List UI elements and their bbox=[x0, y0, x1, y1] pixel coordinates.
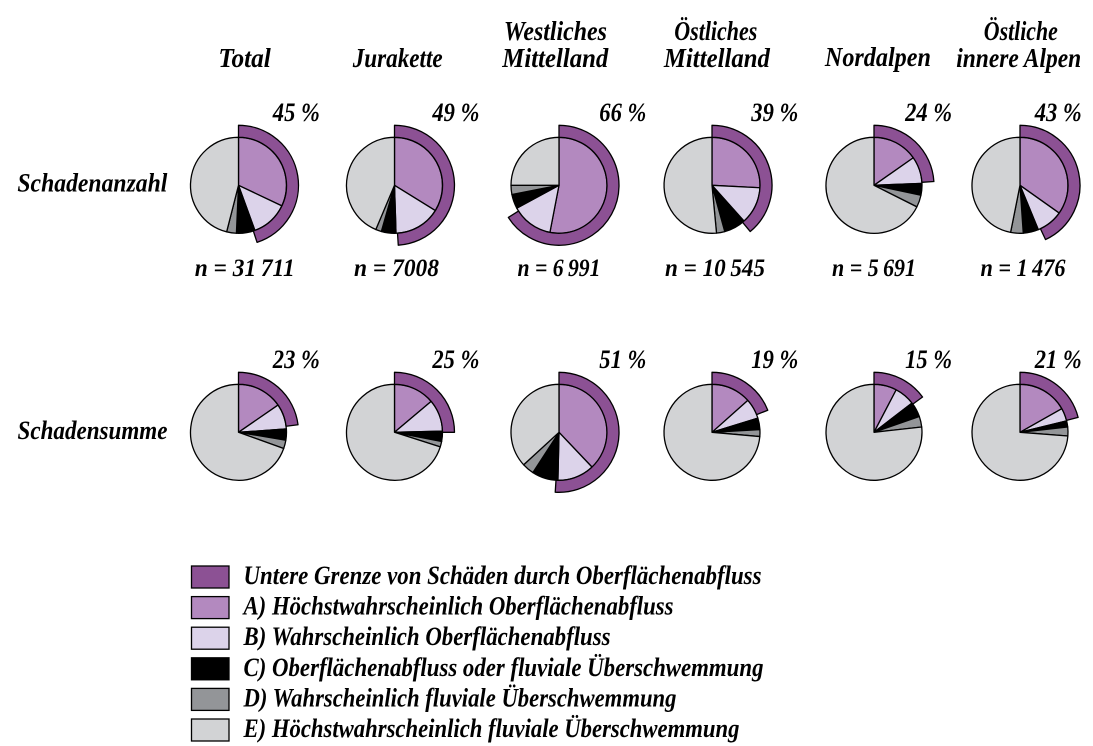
svg-text:23 %: 23 % bbox=[272, 345, 320, 374]
svg-text:49 %: 49 % bbox=[432, 98, 480, 127]
svg-text:21 %: 21 % bbox=[1034, 345, 1082, 374]
svg-text:Westliches: Westliches bbox=[504, 16, 607, 46]
svg-text:B) Wahrscheinlich Oberflächena: B) Wahrscheinlich Oberflächenabfluss bbox=[243, 622, 611, 651]
svg-text:n = 5 691: n = 5 691 bbox=[832, 255, 916, 282]
svg-text:Mittelland: Mittelland bbox=[501, 43, 608, 73]
svg-text:n = 7008: n = 7008 bbox=[354, 255, 439, 282]
svg-text:Total: Total bbox=[218, 43, 271, 73]
svg-text:n = 6 991: n = 6 991 bbox=[518, 255, 601, 282]
svg-text:Nordalpen: Nordalpen bbox=[824, 42, 931, 72]
svg-text:25 %: 25 % bbox=[432, 345, 480, 374]
svg-text:A) Höchstwahrscheinlich Oberfl: A) Höchstwahrscheinlich Oberflächenabflu… bbox=[242, 592, 674, 621]
svg-text:Mittelland: Mittelland bbox=[663, 43, 770, 73]
svg-text:n = 1 476: n = 1 476 bbox=[981, 255, 1066, 282]
svg-text:51 %: 51 % bbox=[599, 345, 646, 374]
svg-text:C) Oberflächenabfluss oder flu: C) Oberflächenabfluss oder fluviale Über… bbox=[244, 653, 764, 682]
svg-text:66 %: 66 % bbox=[599, 98, 646, 127]
svg-text:Schadensumme: Schadensumme bbox=[18, 416, 168, 445]
svg-text:19 %: 19 % bbox=[751, 345, 798, 374]
svg-text:E) Höchstwahrscheinlich fluvia: E) Höchstwahrscheinlich fluviale Übersch… bbox=[243, 714, 740, 743]
svg-text:45 %: 45 % bbox=[272, 98, 320, 127]
svg-text:43 %: 43 % bbox=[1034, 98, 1082, 127]
svg-text:n = 10 545: n = 10 545 bbox=[665, 255, 765, 282]
svg-text:innere Alpen: innere Alpen bbox=[956, 43, 1081, 73]
svg-text:D) Wahrscheinlich fluviale Übe: D) Wahrscheinlich fluviale Überschwemmun… bbox=[243, 683, 677, 712]
svg-text:Jurakette: Jurakette bbox=[352, 43, 443, 73]
svg-text:15 %: 15 % bbox=[905, 345, 952, 374]
svg-text:Schadenanzahl: Schadenanzahl bbox=[17, 169, 168, 198]
svg-text:Östliche: Östliche bbox=[984, 16, 1058, 46]
svg-text:Untere Grenze von Schäden durc: Untere Grenze von Schäden durch Oberfläc… bbox=[244, 561, 762, 590]
svg-text:39 %: 39 % bbox=[750, 98, 798, 127]
svg-text:n = 31 711: n = 31 711 bbox=[195, 255, 295, 282]
svg-text:Östliches: Östliches bbox=[674, 16, 757, 46]
svg-text:24 %: 24 % bbox=[904, 98, 952, 127]
